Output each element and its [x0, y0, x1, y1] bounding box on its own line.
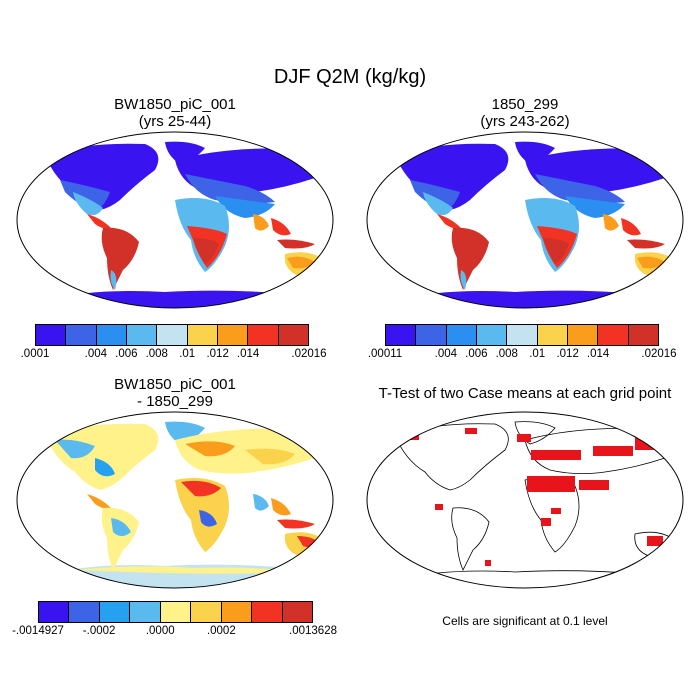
colorbar-2-label: .01	[529, 348, 546, 360]
colorbar-2-label: .004	[434, 348, 458, 360]
colorbar-3-swatch	[252, 602, 283, 622]
colorbar-2-swatch	[507, 325, 538, 345]
colorbar-1-swatch	[126, 325, 158, 345]
panel1-title: BW1850_piC_001 (yrs 25-44)	[20, 96, 330, 130]
colorbar-3-label: -.0002	[82, 625, 116, 637]
colorbar-3-label: -.0014927	[12, 625, 64, 637]
map-panel-2	[366, 131, 684, 309]
colorbar-1-swatch	[217, 325, 249, 345]
colorbar-1-swatch	[157, 325, 188, 345]
colorbar-2-swatches	[385, 324, 659, 346]
colorbar-2-swatch	[537, 325, 568, 345]
colorbar-1-label: .01	[179, 348, 196, 360]
colorbar-3-swatch	[191, 602, 222, 622]
panel4-title-line1: T-Test of two Case means at each grid po…	[378, 385, 672, 402]
colorbar-1-label: .004	[84, 348, 108, 360]
colorbar-1-label: .014	[236, 348, 260, 360]
significance-note: Cells are significant at 0.1 level	[442, 614, 608, 628]
colorbar-2-swatch	[567, 325, 599, 345]
panel2-title-line2: (yrs 243-262)	[480, 113, 570, 130]
panel3-title-line2: - 1850_299	[137, 393, 213, 410]
colorbar-1-swatch	[278, 325, 308, 345]
colorbar-2-labels: .00011 .004 .006 .008 .01 .012 .014 .02016	[368, 346, 677, 362]
colorbar-2-swatch	[446, 325, 477, 345]
colorbar-2-label: .008	[495, 348, 518, 360]
panel3-title: BW1850_piC_001 - 1850_299	[20, 376, 330, 410]
colorbar-1-label: .02016	[291, 348, 327, 360]
panel1-title-line1: BW1850_piC_001	[114, 96, 236, 113]
colorbar-1-labels: .0001 .004 .006 .008 .01 .012 .014 .02016	[21, 346, 327, 362]
colorbar-3-labels: -.0014927 -.0002 .0000 .0002 .0013628	[12, 623, 337, 639]
colorbar-1-label: .0001	[20, 348, 50, 360]
colorbar-1-swatches	[35, 324, 309, 346]
map-panel-1	[16, 131, 334, 309]
colorbar-3-swatch	[130, 602, 161, 622]
colorbar-3-swatch	[99, 602, 131, 622]
figure-title: DJF Q2M (kg/kg)	[273, 66, 427, 88]
colorbar-1-swatch	[187, 325, 218, 345]
colorbar-2-swatch	[416, 325, 447, 345]
colorbar-3-label: .0013628	[289, 625, 337, 637]
colorbar-2-label: .02016	[641, 348, 677, 360]
colorbar-1-swatch	[96, 325, 127, 345]
panel2-title: 1850_299 (yrs 243-262)	[370, 96, 680, 130]
map-panel-3	[16, 411, 334, 589]
colorbar-1-swatch	[248, 325, 279, 345]
colorbar-3-swatch	[160, 602, 192, 622]
panel3-title-line1: BW1850_piC_001	[114, 376, 236, 393]
colorbar-3-label: .0002	[206, 625, 236, 637]
panel1-title-line2: (yrs 25-44)	[138, 113, 212, 130]
colorbar-1-swatch	[66, 325, 97, 345]
colorbar-1-swatch	[36, 325, 67, 345]
colorbar-3-swatch	[282, 602, 312, 622]
panel4-title: T-Test of two Case means at each grid po…	[350, 385, 700, 402]
colorbar-3-swatch	[221, 602, 253, 622]
map-panel-4	[366, 411, 684, 589]
colorbar-3: -.0014927 -.0002 .0000 .0002 .0013628	[12, 601, 337, 639]
colorbar-2-swatch	[476, 325, 508, 345]
colorbar-3-swatch	[39, 602, 70, 622]
colorbar-1: .0001 .004 .006 .008 .01 .012 .014 .02016	[21, 324, 327, 362]
colorbar-3-swatches	[38, 601, 313, 623]
colorbar-2-swatch	[598, 325, 629, 345]
colorbar-3-swatch	[69, 602, 100, 622]
colorbar-2-label: .006	[465, 348, 488, 360]
colorbar-3-label: .0000	[145, 625, 175, 637]
colorbar-1-label: .012	[206, 348, 229, 360]
colorbar-2: .00011 .004 .006 .008 .01 .012 .014 .02016	[368, 324, 677, 362]
colorbar-2-label: .012	[556, 348, 579, 360]
colorbar-1-label: .008	[145, 348, 168, 360]
panel2-title-line1: 1850_299	[491, 96, 559, 113]
colorbar-1-label: .006	[115, 348, 138, 360]
colorbar-2-label: .014	[586, 348, 610, 360]
colorbar-2-swatch	[628, 325, 658, 345]
colorbar-2-label: .00011	[367, 348, 403, 360]
colorbar-2-swatch	[386, 325, 417, 345]
